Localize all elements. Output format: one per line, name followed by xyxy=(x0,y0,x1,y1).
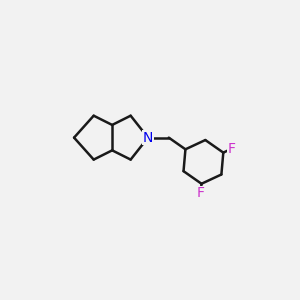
Text: F: F xyxy=(228,142,236,155)
Text: N: N xyxy=(143,130,153,145)
Text: F: F xyxy=(197,186,205,200)
